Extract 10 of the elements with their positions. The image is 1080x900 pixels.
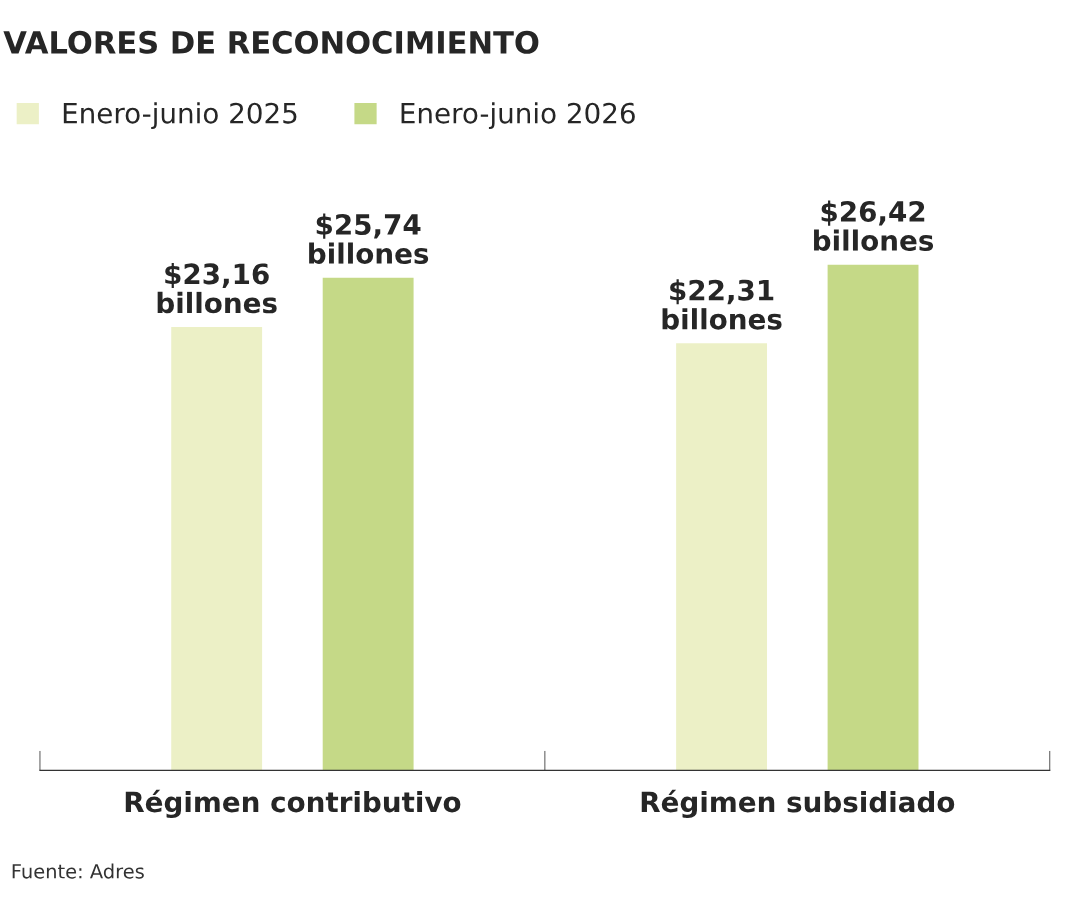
x-tick-label: Régimen subsidiado — [641, 789, 955, 819]
data-label: $25,74 billones — [309, 213, 429, 264]
source-note: Fuente: Adres — [12, 863, 144, 879]
x-tick-label: Régimen contributivo — [125, 789, 461, 819]
data-label: $26,42 billones — [814, 200, 934, 251]
chart-title: VALORES DE RECONOCIMIENTO — [3, 30, 539, 54]
legend-label: Enero-junio 2026 — [401, 102, 635, 130]
data-label: $23,16 billones — [157, 262, 277, 314]
legend-label: Enero-junio 2025 — [63, 102, 297, 130]
data-label: $22,31 billones — [662, 279, 782, 330]
